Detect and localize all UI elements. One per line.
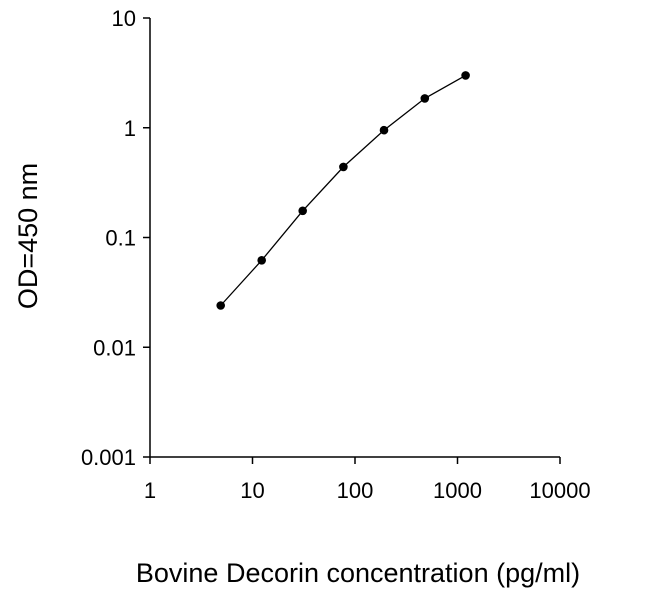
series-line: [220, 74, 466, 306]
data-point: [420, 94, 430, 103]
x-tick-label: 1000: [433, 478, 482, 503]
y-tick-label: 1: [124, 116, 136, 141]
x-tick-label: 10000: [529, 478, 590, 503]
y-axis-title: OD=450 nm: [13, 163, 43, 309]
x-tick-label: 1: [144, 478, 156, 503]
y-tick-label: 0.01: [93, 335, 136, 360]
data-point: [379, 125, 389, 135]
data-point: [298, 206, 308, 216]
data-point: [339, 162, 348, 172]
y-tick-label: 0.1: [105, 226, 136, 251]
data-point: [461, 71, 470, 80]
x-tick-label: 100: [337, 478, 374, 503]
y-tick-label: 10: [112, 6, 136, 31]
data-point: [216, 301, 225, 310]
data-point: [257, 255, 267, 265]
x-axis-title: Bovine Decorin concentration (pg/ml): [136, 558, 580, 588]
y-tick-label: 0.001: [81, 445, 136, 470]
x-tick-label: 10: [240, 478, 264, 503]
